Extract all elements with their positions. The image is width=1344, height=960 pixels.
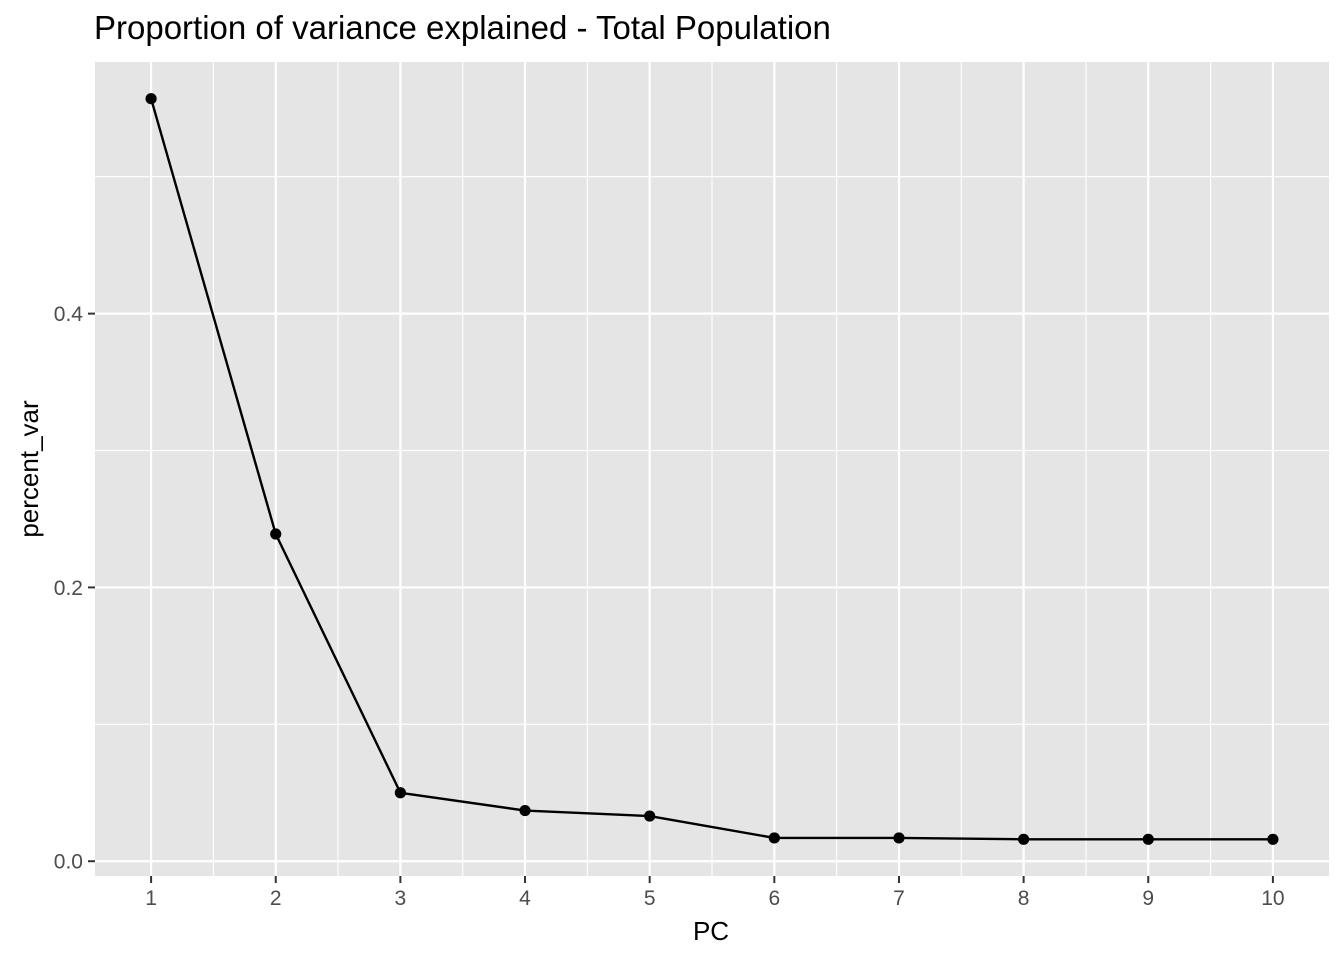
data-point bbox=[145, 93, 157, 105]
data-point bbox=[394, 787, 406, 799]
data-point bbox=[1018, 833, 1030, 845]
x-tick-label: 6 bbox=[768, 887, 780, 910]
x-axis-title: PC bbox=[693, 916, 729, 946]
x-axis: 1 2 3 4 5 6 7 8 9 10 bbox=[145, 876, 1285, 910]
x-tick-label: 2 bbox=[270, 887, 282, 910]
x-tick-label: 1 bbox=[145, 887, 157, 910]
data-point bbox=[270, 528, 282, 540]
y-axis: 0.0 0.2 0.4 bbox=[54, 303, 95, 874]
data-point bbox=[644, 810, 656, 822]
y-tick-label: 0.0 bbox=[54, 851, 83, 874]
series-layer bbox=[145, 93, 1279, 845]
x-tick-label: 7 bbox=[893, 887, 905, 910]
data-point bbox=[1142, 833, 1154, 845]
data-point bbox=[893, 832, 905, 844]
y-axis-title: percent_var bbox=[14, 400, 44, 538]
data-point bbox=[1267, 833, 1279, 845]
minor-gridlines bbox=[95, 62, 1329, 876]
x-tick-label: 3 bbox=[395, 887, 407, 910]
data-point bbox=[519, 804, 531, 817]
major-gridlines bbox=[95, 62, 1329, 876]
x-tick-label: 10 bbox=[1261, 887, 1284, 910]
y-tick-label: 0.2 bbox=[54, 577, 83, 600]
x-tick-label: 8 bbox=[1018, 887, 1030, 910]
x-tick-label: 4 bbox=[519, 887, 531, 910]
series-line bbox=[149, 98, 1273, 841]
x-tick-label: 9 bbox=[1142, 887, 1154, 910]
data-point bbox=[768, 832, 780, 844]
y-tick-label: 0.4 bbox=[54, 303, 84, 326]
chart-title: Proportion of variance explained - Total… bbox=[94, 9, 831, 46]
x-tick-label: 5 bbox=[644, 887, 656, 910]
